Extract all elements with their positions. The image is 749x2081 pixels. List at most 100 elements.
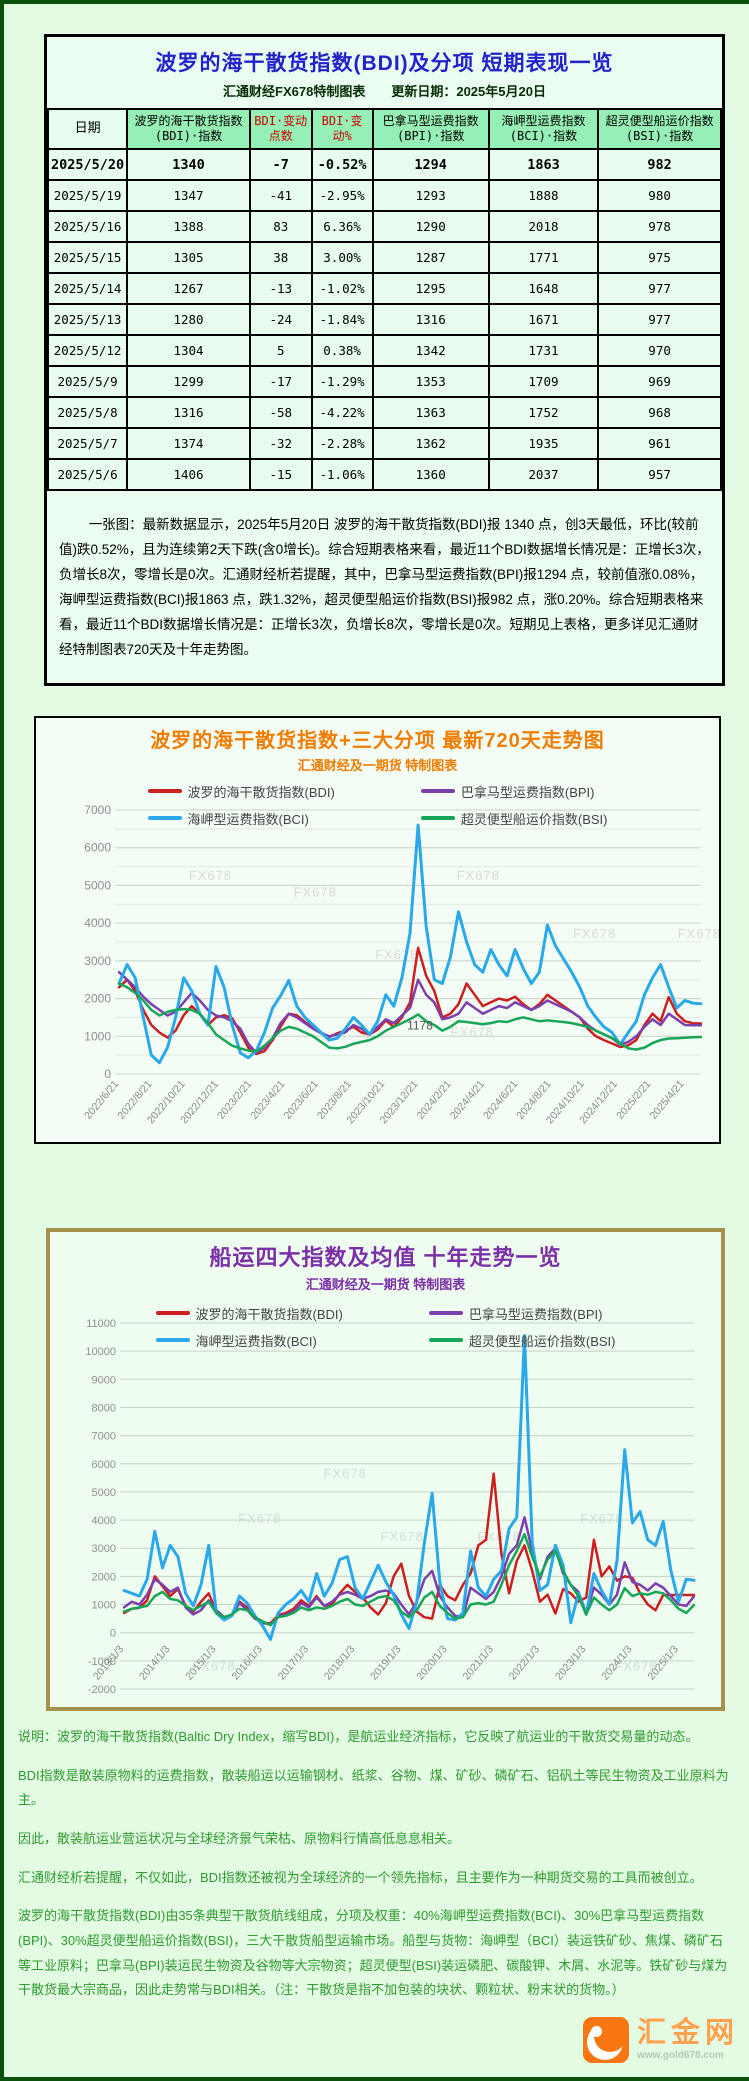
- table-cell: 2025/5/6: [46, 458, 129, 491]
- table-cell: 2025/5/13: [46, 303, 129, 336]
- bdi-index-table: 日期 波罗的海干散货指数(BDI)·指数 BDI·变动点数 BDI·变动% 巴拿马型运费…: [46, 108, 722, 491]
- table-row: 2025/5/13 1280 -24 -1.84% 1316 1671 977: [46, 303, 722, 336]
- svg-text:2022/1/3: 2022/1/3: [506, 1643, 542, 1682]
- legend-label: 海岬型运费指数(BCI): [187, 811, 309, 827]
- svg-text:0: 0: [109, 1628, 115, 1640]
- col-header: 超灵便型船运价指数(BSI)·指数: [597, 108, 722, 150]
- chart2-title: 船运四大指数及均值 十年走势一览: [209, 1244, 562, 1270]
- table-cell: 1287: [371, 241, 490, 274]
- legend-swatch: [420, 816, 455, 821]
- table-row: 2025/5/8 1316 -58 -4.22% 1363 1752 968: [46, 396, 722, 429]
- svg-text:5000: 5000: [84, 878, 111, 892]
- chart1-canvas: 0 1000 2000 3000 4000 5000 6000 7000 FX678 FX678 F…: [36, 774, 719, 1140]
- table-cell: 1299: [126, 365, 251, 398]
- watermark: FX678: [380, 1529, 423, 1544]
- series-line: [122, 1515, 695, 1626]
- table-cell: 977: [597, 272, 722, 305]
- table-cell: -32: [248, 427, 313, 460]
- watermark: FX678: [293, 885, 336, 900]
- legend-swatch: [155, 1311, 190, 1316]
- explanation-line: 汇通财经析若提醒，不仅如此，BDI指数还被视为全球经济的一个领先指标，且主要作为…: [18, 1869, 703, 1885]
- legend-label: 超灵便型船运价指数(BSI): [460, 811, 608, 827]
- table-cell: 977: [597, 303, 722, 336]
- svg-text:2000: 2000: [91, 1571, 115, 1583]
- series-line: [117, 823, 702, 1065]
- table-cell: 970: [597, 334, 722, 367]
- chart2-subtitle: 汇通财经及一期货 特制图表: [305, 1276, 466, 1292]
- chart1-subtitle: 汇通财经及一期货 特制图表: [297, 757, 458, 773]
- legend-swatch: [428, 1311, 463, 1316]
- table-cell: 1935: [487, 427, 600, 460]
- chart1-title: 波罗的海干散货指数+三大分项 最新720天走势图: [150, 729, 605, 752]
- table-cell: 975: [597, 241, 722, 274]
- svg-text:4000: 4000: [91, 1515, 115, 1527]
- table-cell: 0.38%: [310, 334, 374, 367]
- svg-text:3000: 3000: [91, 1543, 115, 1555]
- svg-text:2014/1/3: 2014/1/3: [137, 1643, 173, 1682]
- table-cell: 1342: [371, 334, 490, 367]
- svg-text:2021/1/3: 2021/1/3: [460, 1643, 496, 1682]
- table-cell: 1290: [371, 210, 490, 243]
- table-row: 2025/5/19 1347 -41 -2.95% 1293 1888 980: [46, 179, 722, 212]
- svg-text:3000: 3000: [84, 954, 111, 968]
- col-header: BDI·变动点数: [248, 108, 313, 150]
- svg-text:2019/1/3: 2019/1/3: [368, 1643, 404, 1682]
- table-cell: -58: [248, 396, 313, 429]
- svg-text:0: 0: [104, 1067, 111, 1081]
- svg-text:2023/1/3: 2023/1/3: [552, 1643, 588, 1682]
- table-cell: 2025/5/9: [46, 365, 129, 398]
- watermark: FX678: [323, 1466, 366, 1481]
- table-cell: 2037: [487, 458, 600, 491]
- chart-10year-panel: 船运四大指数及均值 十年走势一览 汇通财经及一期货 特制图表 波罗的海干散货指数…: [46, 1227, 725, 1711]
- table-cell: 1316: [126, 396, 251, 429]
- svg-text:6000: 6000: [91, 1459, 115, 1471]
- huijin-logo-icon: [582, 2017, 629, 2063]
- table-row: 2025/5/20 1340 -7 -0.52% 1294 1863 982: [46, 148, 722, 181]
- table-row: 2025/5/16 1388 83 6.36% 1290 2018 978: [46, 210, 722, 243]
- svg-text:5000: 5000: [91, 1487, 115, 1499]
- table-cell: 3.00%: [310, 241, 374, 274]
- svg-text:7000: 7000: [91, 1430, 115, 1442]
- table-cell: -1.02%: [310, 272, 374, 305]
- legend-item: 超灵便型船运价指数(BSI): [420, 809, 608, 828]
- svg-text:1000: 1000: [91, 1599, 115, 1611]
- watermark: FX678: [580, 1511, 623, 1526]
- svg-text:2018/1/3: 2018/1/3: [321, 1643, 357, 1682]
- legend-label: 巴拿马型运费指数(BPI): [468, 1306, 603, 1322]
- explanation-line: BDI指数是散装原物料的运费指数，散装船运以运输钢材、纸浆、谷物、煤、矿砂、磷矿…: [18, 1767, 729, 1808]
- svg-text:2020/1/3: 2020/1/3: [414, 1643, 450, 1682]
- table-cell: 982: [597, 148, 722, 181]
- table-cell: 1648: [487, 272, 600, 305]
- table-cell: 2025/5/20: [46, 148, 129, 181]
- table-header: 日期 波罗的海干散货指数(BDI)·指数 BDI·变动点数 BDI·变动% 巴拿马型运费…: [46, 108, 722, 150]
- table-cell: 2025/5/8: [46, 396, 129, 429]
- table-cell: 957: [597, 458, 722, 491]
- table-cell: -13: [248, 272, 313, 305]
- table-cell: 1752: [487, 396, 600, 429]
- svg-text:1000: 1000: [84, 1029, 111, 1043]
- table-cell: 2025/5/16: [46, 210, 129, 243]
- table-cell: 2025/5/12: [46, 334, 129, 367]
- chart2-legend: 波罗的海干散货指数(BDI) 巴拿马型运费指数(BPI) 海岬型运费指数(BCI) 超…: [155, 1304, 615, 1350]
- data-label: 1178: [407, 1018, 433, 1032]
- table-cell: 1304: [126, 334, 251, 367]
- table-cell: 2025/5/15: [46, 241, 129, 274]
- watermark: FX678: [192, 1659, 235, 1674]
- svg-text:11000: 11000: [86, 1318, 116, 1330]
- table-cell: -4.22%: [310, 396, 374, 429]
- legend-item: 海岬型运费指数(BCI): [155, 1331, 343, 1350]
- col-header: 巴拿马型运费指数(BPI)·指数: [371, 108, 490, 150]
- legend-item: 海岬型运费指数(BCI): [147, 809, 335, 828]
- series-line: [117, 946, 702, 1056]
- panel-subtitle: 汇通财经FX678特制图表 更新日期：2025年5月20日: [223, 84, 546, 99]
- table-cell: -1.84%: [310, 303, 374, 336]
- logo-url: www.gold678.com: [636, 2050, 724, 2061]
- watermark: FX678: [614, 1659, 657, 1674]
- col-header: 海岬型运费指数(BCI)·指数: [487, 108, 600, 150]
- svg-text:-1000: -1000: [87, 1656, 115, 1668]
- svg-text:2025/4/21: 2025/4/21: [647, 1078, 686, 1122]
- table-cell: 1731: [487, 334, 600, 367]
- legend-swatch: [155, 1338, 190, 1343]
- watermark: FX678: [450, 1024, 493, 1039]
- watermark: FX678: [188, 868, 231, 883]
